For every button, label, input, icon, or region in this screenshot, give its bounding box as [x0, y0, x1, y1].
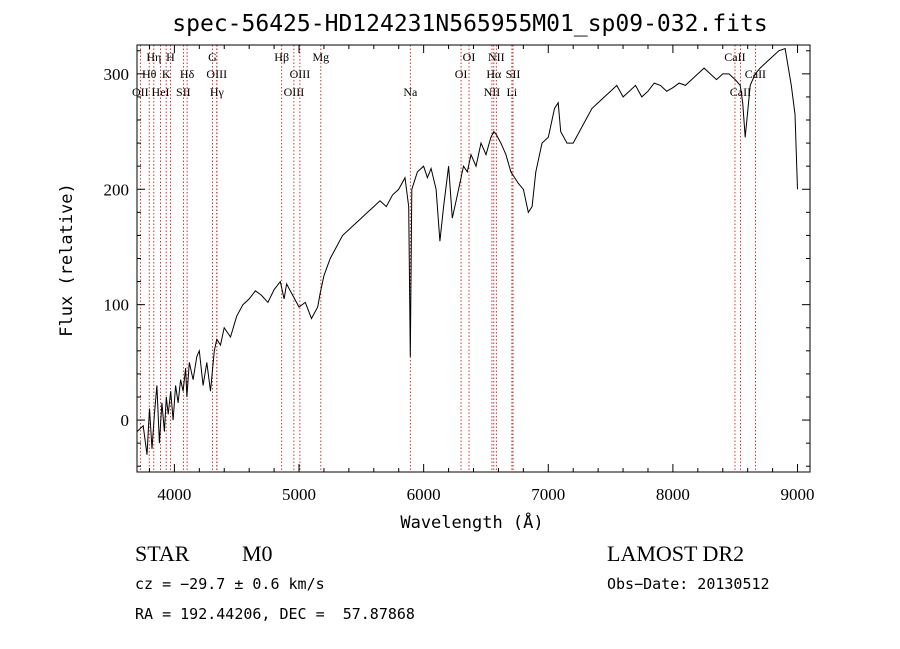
x-tick-label: 4000 — [157, 485, 191, 504]
x-tick-label: 5000 — [282, 485, 316, 504]
observation-date: Obs−Date: 20130512 — [607, 575, 770, 593]
x-tick-label: 8000 — [656, 485, 690, 504]
spectral-line-label: Hα — [486, 67, 502, 81]
y-tick-label: 100 — [104, 296, 130, 315]
spectral-line-label: CaII — [730, 85, 751, 99]
chart-title: spec-56425-HD124231N565955M01_sp09-032.f… — [172, 11, 767, 37]
spectral-line-labels: OIIHθHηHeIKHSIIHδGOIIIHγHβOIIIOIIIMgNaOI… — [132, 50, 766, 99]
object-class: STAR — [135, 541, 190, 566]
spectral-line-label: SII — [506, 67, 521, 81]
spectral-line-label: Li — [507, 85, 518, 99]
spectral-line-markers — [139, 45, 756, 472]
spectral-line-label: Hγ — [210, 85, 225, 99]
sky-coordinates: RA = 192.44206, DEC = 57.87868 — [135, 605, 415, 623]
y-tick-label: 300 — [104, 65, 130, 84]
spectral-line-label: CaII — [724, 50, 745, 64]
y-tick-label: 0 — [121, 411, 130, 430]
object-subclass: M0 — [242, 541, 273, 566]
spectral-line-label: H — [166, 50, 175, 64]
survey-name: LAMOST DR2 — [607, 541, 745, 566]
plot-frame — [136, 44, 811, 473]
spectral-line-label: CaII — [745, 67, 766, 81]
x-tick-label: 7000 — [531, 485, 565, 504]
spectral-line-label: OI — [455, 67, 468, 81]
x-tick-label: 9000 — [781, 485, 815, 504]
spectral-line-label: OIII — [284, 85, 305, 99]
spectral-line-label: OII — [132, 85, 149, 99]
spectral-line-label: OIII — [290, 67, 311, 81]
y-tick-label: 200 — [104, 180, 130, 199]
x-tick-label: 6000 — [407, 485, 441, 504]
x-axis-label: Wavelength (Å) — [400, 511, 543, 533]
spectrum-series-line — [136, 47, 798, 455]
spectral-line-label: Na — [403, 85, 418, 99]
spectral-line-label: Hθ — [142, 67, 157, 81]
spectral-line-label: Hη — [146, 50, 161, 64]
spectral-line-label: Hβ — [274, 50, 289, 64]
spectral-line-label: OI — [463, 50, 476, 64]
y-axis-label: Flux (relative) — [57, 183, 77, 337]
spectral-line-label: G — [208, 50, 217, 64]
spectral-line-label: K — [162, 67, 171, 81]
spectral-line-label: SII — [176, 85, 191, 99]
y-axis: 0 100 200 300 — [104, 50, 810, 467]
spectral-line-label: NII — [488, 50, 505, 64]
x-axis: 4000 5000 6000 7000 8000 9000 — [148, 45, 815, 504]
redshift-velocity: cz = −29.7 ± 0.6 km/s — [135, 575, 325, 593]
spectral-line-label: Hδ — [180, 67, 195, 81]
spectral-line-label: OIII — [206, 67, 227, 81]
spectral-line-label: HeI — [152, 85, 170, 99]
spectral-line-label: Mg — [312, 50, 329, 64]
spectral-line-label: NII — [484, 85, 501, 99]
